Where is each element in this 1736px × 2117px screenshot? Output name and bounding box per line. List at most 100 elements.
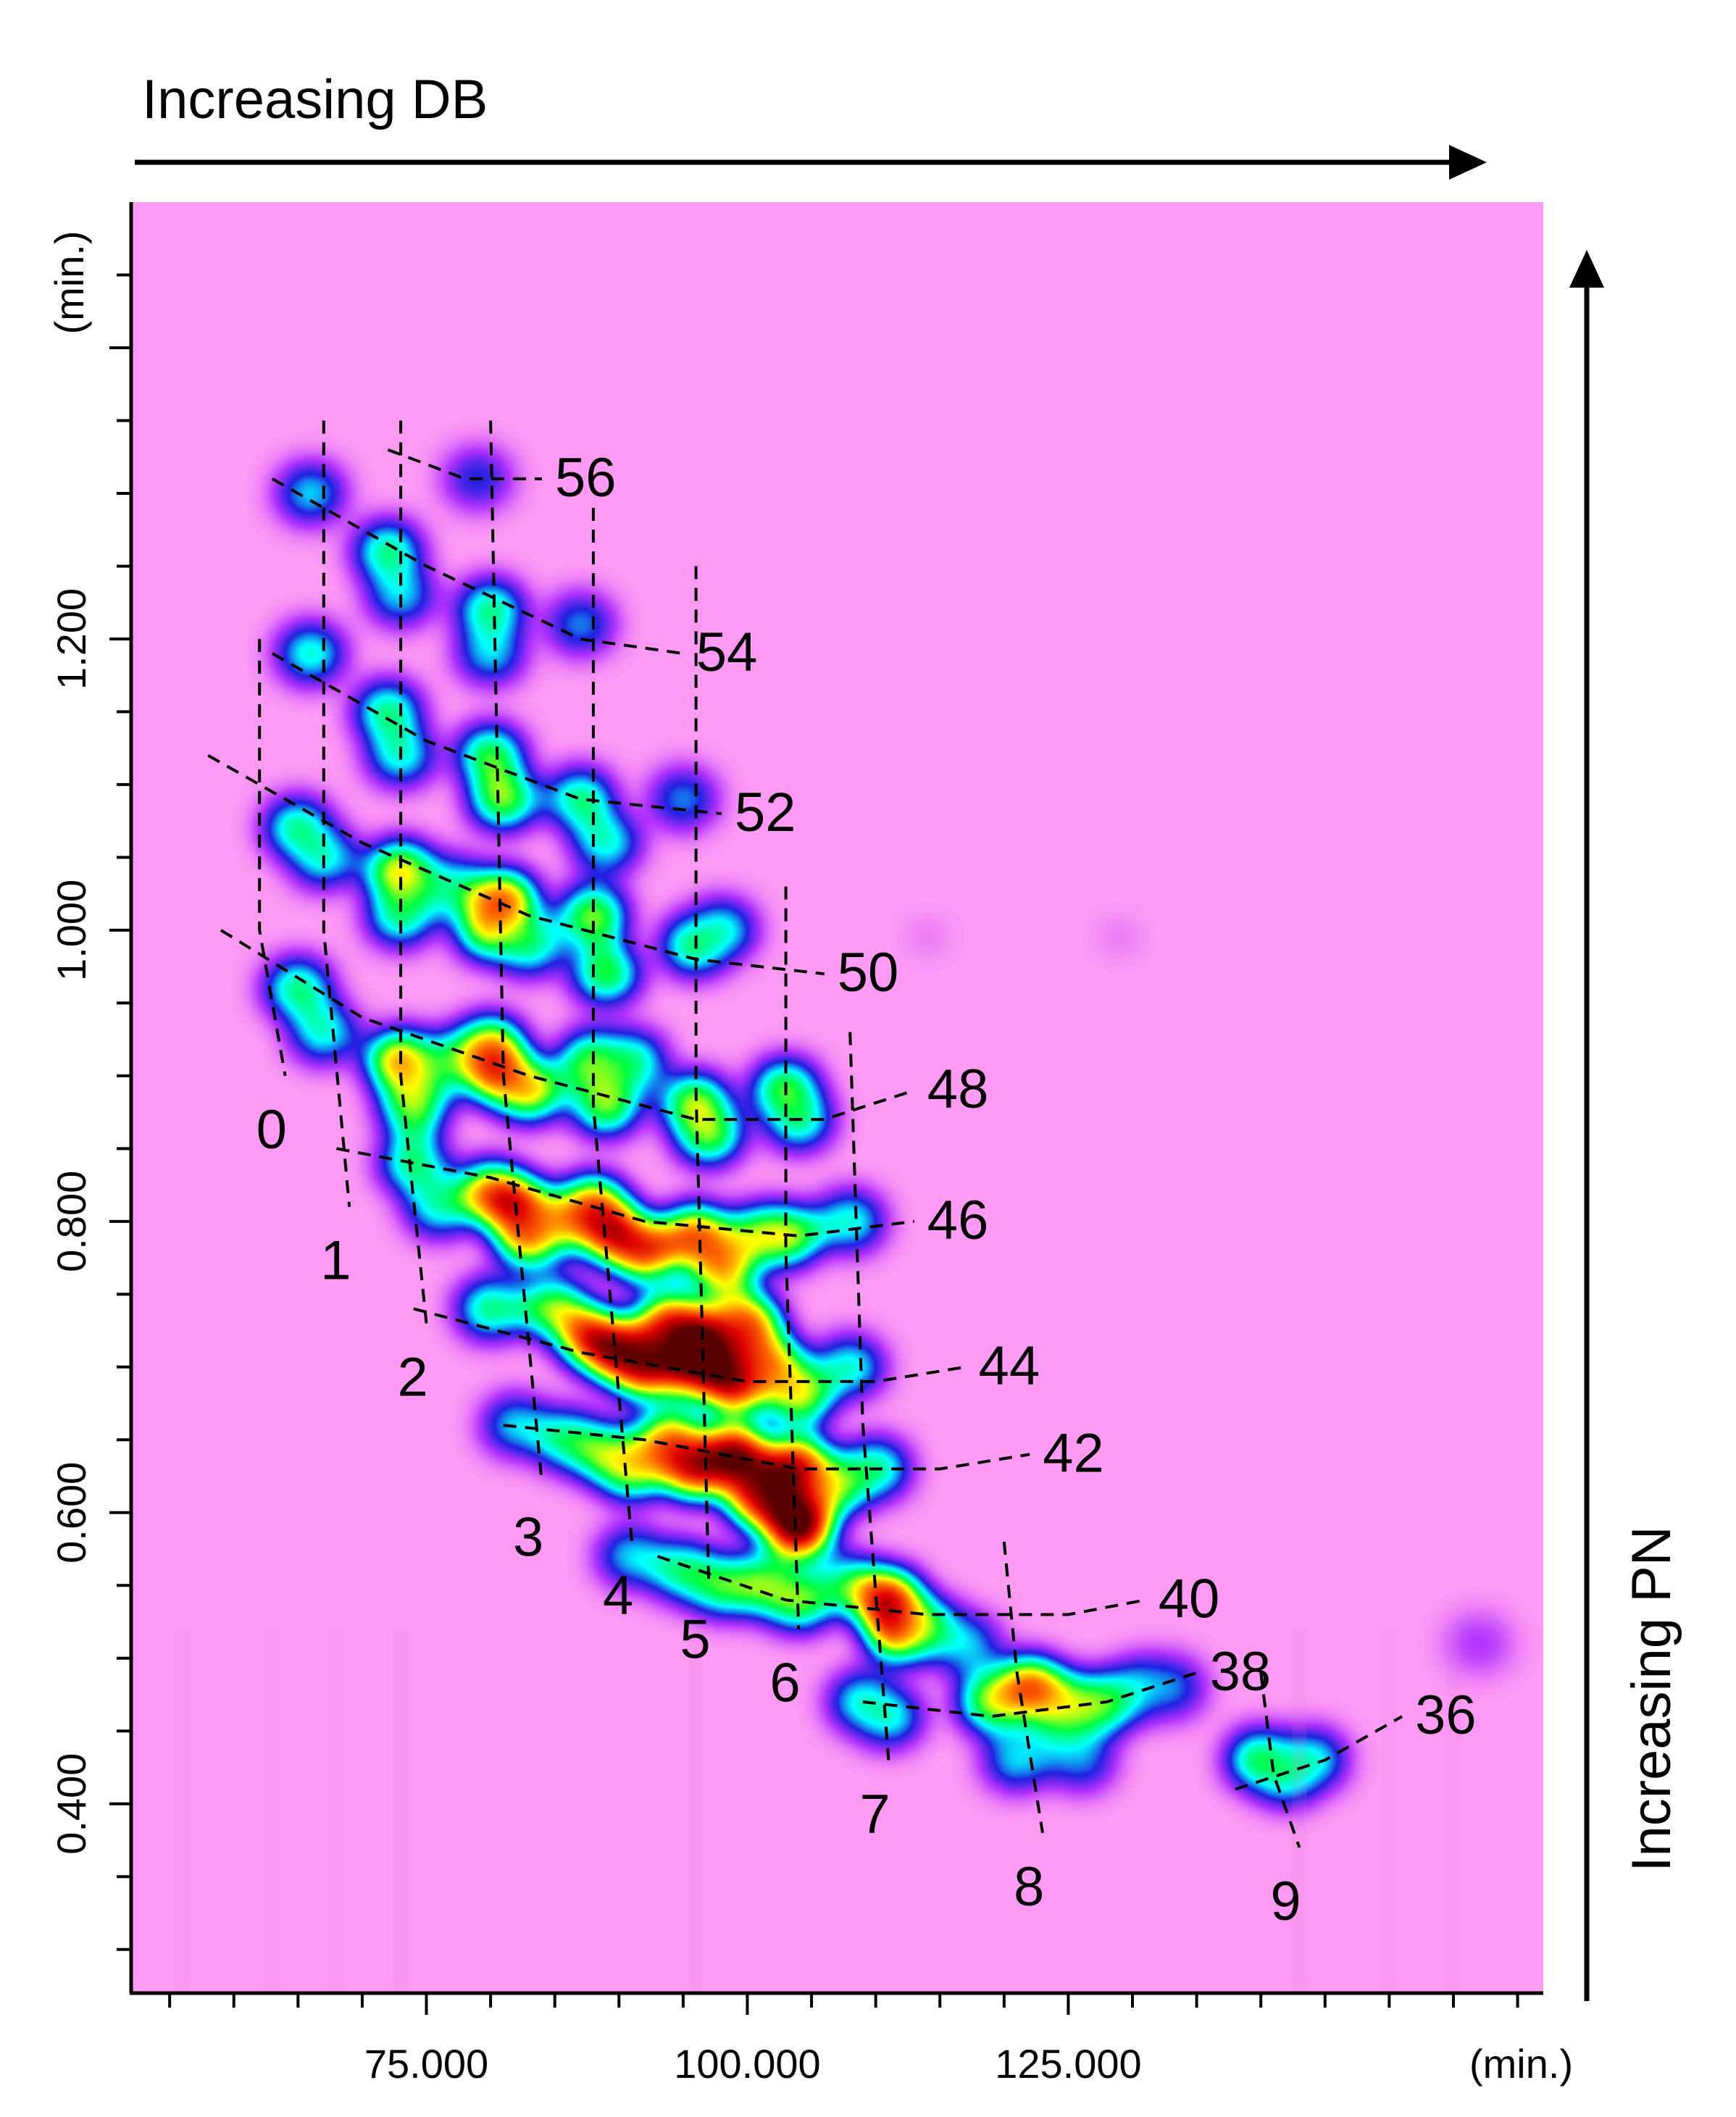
heat-peak-43 <box>406 1177 473 1236</box>
x-tick-label-0: 75.000 <box>364 2041 488 2087</box>
heat-peak-37 <box>598 1032 666 1090</box>
heat-peak-14 <box>649 770 717 828</box>
pn-label-54: 54 <box>696 622 758 683</box>
db-line-6 <box>784 886 801 1629</box>
pn-line-36 <box>1235 1715 1403 1791</box>
x-tick-label-1: 100.000 <box>674 2041 820 2087</box>
pn-label-44: 44 <box>979 1335 1040 1397</box>
heat-peak-26 <box>688 901 756 959</box>
streak-1 <box>329 1629 344 1993</box>
streak-0 <box>264 1629 280 1993</box>
pn-line-52 <box>271 652 722 816</box>
heat-peak-17 <box>367 843 435 901</box>
db-label-2: 2 <box>398 1347 428 1408</box>
heat-peak-7 <box>277 625 345 683</box>
heat-peak-24 <box>572 945 640 1003</box>
db-label-5: 5 <box>680 1608 710 1670</box>
heat-peak-107 <box>1109 932 1130 942</box>
db-line-5 <box>694 566 711 1586</box>
db-line-8 <box>1002 1541 1044 1834</box>
heat-peak-104 <box>1279 1731 1346 1790</box>
heat-peak-92 <box>855 1687 922 1746</box>
pn-label-46: 46 <box>927 1190 989 1251</box>
x-ticks: 75.000 100.000 125.000 <box>168 1993 1519 2087</box>
heat-peak-11 <box>470 770 537 828</box>
streak-5 <box>1382 1629 1397 1993</box>
heat-peak-90 <box>932 1614 999 1673</box>
db-line-9 <box>1259 1672 1301 1848</box>
pn-guide-lines <box>207 448 1403 1791</box>
pn-label-48: 48 <box>927 1058 989 1120</box>
x-tick-label-2: 125.000 <box>995 2041 1141 2087</box>
heat-peak-18 <box>367 886 435 945</box>
x-arrowhead-icon <box>1449 145 1487 180</box>
db-line-2 <box>399 420 428 1324</box>
streak-4 <box>1292 1629 1307 1993</box>
pn-line-48 <box>220 929 915 1122</box>
pn-line-46 <box>336 1147 915 1237</box>
pn-line-38 <box>862 1671 1198 1719</box>
heat-peak-21 <box>470 872 537 930</box>
streak-6 <box>1445 1629 1461 1993</box>
y-arrowhead-icon <box>1569 250 1604 288</box>
db-label-0: 0 <box>256 1099 287 1161</box>
y-ticks: 1.200 1.000 0.800 0.600 0.400 <box>49 273 131 1951</box>
heat-peak-13 <box>572 814 640 872</box>
heat-peak-19 <box>418 857 485 916</box>
y-tick-label-2: 0.800 <box>49 1171 94 1272</box>
heat-peak-5 <box>457 625 525 683</box>
db-line-4 <box>591 508 633 1542</box>
pn-line-40 <box>656 1555 1146 1616</box>
heat-peak-30 <box>380 1076 447 1135</box>
pn-label-36: 36 <box>1415 1684 1477 1746</box>
heat-peak-1 <box>354 522 422 581</box>
heat-peak-0 <box>277 464 345 522</box>
heat-peak-99 <box>1138 1658 1205 1716</box>
pn-line-56 <box>387 448 542 480</box>
y-arrow-label: Increasing PN <box>1621 1526 1682 1871</box>
pn-label-42: 42 <box>1043 1422 1104 1484</box>
pn-line-44 <box>413 1307 967 1383</box>
heat-peak-4 <box>457 580 525 639</box>
db-label-9: 9 <box>1270 1871 1301 1932</box>
heat-peak-55 <box>817 1192 884 1250</box>
streak-2 <box>393 1629 409 1993</box>
heat-peak-65 <box>714 1294 781 1353</box>
db-line-1 <box>322 420 351 1207</box>
heat-peak-23 <box>559 886 627 945</box>
heat-peak-8 <box>354 682 422 741</box>
baseline-streaks <box>175 1629 1461 1993</box>
pn-line-54 <box>271 477 684 655</box>
db-label-4: 4 <box>603 1565 633 1627</box>
y-tick-label-0: 1.200 <box>49 588 94 690</box>
streak-3 <box>688 1629 704 1993</box>
db-line-3 <box>489 420 543 1484</box>
x-arrow-label: Increasing DB <box>142 69 488 130</box>
heat-peak-34 <box>496 1061 563 1119</box>
pn-label-40: 40 <box>1159 1568 1220 1629</box>
y-tick-label-4: 0.400 <box>49 1753 94 1855</box>
heat-peak-100 <box>983 1731 1051 1790</box>
heat-peak-42 <box>380 1134 447 1193</box>
heat-peak-12 <box>547 770 614 828</box>
db-label-8: 8 <box>1014 1856 1044 1918</box>
db-label-1: 1 <box>320 1230 351 1292</box>
pn-label-52: 52 <box>735 782 796 843</box>
heat-peak-6 <box>547 595 614 654</box>
streak-7 <box>175 1629 190 1993</box>
x-axis-unit-label: (min.) <box>1469 2041 1573 2087</box>
heat-peak-75 <box>701 1425 768 1484</box>
db-line-7 <box>848 1032 890 1761</box>
db-line-0 <box>258 638 287 1077</box>
heat-peak-78 <box>765 1498 832 1556</box>
pn-label-56: 56 <box>555 447 617 509</box>
pn-line-50 <box>207 753 825 976</box>
heat-peak-60 <box>611 1337 678 1396</box>
db-label-7: 7 <box>859 1783 890 1845</box>
db-guide-lines <box>258 420 1301 1848</box>
heat-peak-81 <box>598 1527 666 1586</box>
heat-peak-22 <box>496 915 563 974</box>
heat-peak-56 <box>457 1279 525 1338</box>
